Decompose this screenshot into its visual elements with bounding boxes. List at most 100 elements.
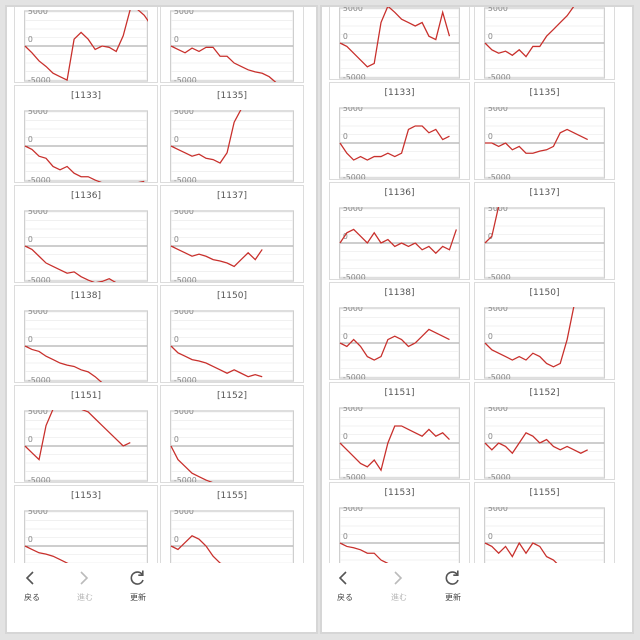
data-line [24,545,69,563]
back-button[interactable]: 戻る [330,569,360,603]
data-line [24,145,145,182]
y-tick-label: 5000 [488,7,508,13]
y-tick-label: -5000 [28,476,51,482]
chart-card[interactable]: [1137] 5000 0 -5000 [160,185,304,283]
chart-svg: 5000 0 -5000 [170,110,294,182]
y-tick-label: 5000 [174,10,194,16]
chart-card[interactable]: [1136] 5000 0 -5000 [329,182,470,280]
chart-card[interactable]: [1151] 5000 0 -5000 [329,382,470,480]
data-line [170,534,222,563]
y-tick-label: 0 [343,332,348,341]
chart-card[interactable]: 5000 0 -5000 [474,7,615,80]
back-button[interactable]: 戻る [17,569,47,603]
data-line [484,7,575,58]
chart-label: [1133] [71,91,101,101]
chart-label: [1152] [529,388,560,398]
back-button-label: 戻る [24,593,40,602]
y-tick-label: -5000 [488,73,511,79]
refresh-icon [438,569,468,587]
chart-card[interactable]: [1137] 5000 0 -5000 [474,182,615,280]
data-line [339,228,457,255]
chart-card[interactable]: [1133] 5000 0 -5000 [329,82,470,180]
y-tick-label: -5000 [174,476,197,482]
chart-grid[interactable]: 5000 0 -5000 5000 0 -5000 [1133] 5000 0 -5000 [113… [7,7,316,563]
refresh-button[interactable]: 更新 [123,569,153,603]
chart-card[interactable]: [1150] 5000 0 -5000 [474,282,615,380]
chart-label: [1135] [217,91,247,101]
y-tick-label: 5000 [343,507,363,513]
forward-button-label: 進む [77,593,93,602]
y-tick-label: 0 [174,435,179,444]
y-tick-label: 0 [174,535,179,544]
data-line [484,128,588,154]
chart-card[interactable]: 5000 0 -5000 [329,7,470,80]
data-line [484,541,558,563]
plot-frame [24,510,148,563]
chart-label: [1150] [529,288,560,298]
chart-card[interactable]: [1135] 5000 0 -5000 [474,82,615,180]
y-tick-label: 5000 [174,110,194,116]
y-tick-label: -5000 [343,273,366,279]
chart-label: [1151] [384,388,415,398]
chart-card[interactable]: [1133] 5000 0 -5000 [14,85,158,183]
y-tick-label: 0 [174,35,179,44]
data-line [484,307,575,368]
chart-card[interactable]: [1135] 5000 0 -5000 [160,85,304,183]
chart-card[interactable]: 5000 0 -5000 [14,7,158,83]
y-tick-label: 5000 [488,307,508,313]
data-line [170,245,263,268]
y-tick-label: 0 [28,35,33,44]
line-chart: 5000 0 -5000 [339,307,460,379]
y-tick-label: 0 [28,135,33,144]
y-tick-label: -5000 [343,173,366,179]
y-tick-label: 5000 [28,310,48,316]
y-tick-label: 0 [28,335,33,344]
y-tick-label: 0 [174,135,179,144]
data-line [170,45,277,82]
chart-card[interactable]: [1152] 5000 0 -5000 [160,385,304,483]
y-tick-label: 5000 [343,207,363,213]
chart-grid[interactable]: 5000 0 -5000 5000 0 -5000 [1133] 5000 0 -5000 [113… [322,7,632,563]
y-tick-label: -5000 [174,176,197,182]
chart-label: [1137] [529,188,560,198]
forward-icon [70,569,100,587]
forward-button: 進む [384,569,414,603]
refresh-button[interactable]: 更新 [438,569,468,603]
chart-label: [1155] [529,488,560,498]
chart-card[interactable]: [1136] 5000 0 -5000 [14,185,158,283]
chart-card[interactable]: [1150] 5000 0 -5000 [160,285,304,383]
y-tick-label: -5000 [343,373,366,379]
y-tick-label: 5000 [488,107,508,113]
y-tick-label: -5000 [488,273,511,279]
chart-label: [1153] [71,491,101,501]
data-line [170,345,263,378]
y-tick-label: -5000 [28,176,51,182]
chart-card[interactable]: 5000 0 -5000 [160,7,304,83]
chart-card[interactable]: [1152] 5000 0 -5000 [474,382,615,480]
data-line [484,207,500,244]
chart-card[interactable]: [1151] 5000 0 -5000 [14,385,158,483]
data-line [339,425,450,472]
chart-card[interactable]: [1138] 5000 0 -5000 [329,282,470,380]
chart-card[interactable]: [1138] 5000 0 -5000 [14,285,158,383]
y-tick-label: 0 [28,235,33,244]
y-tick-label: -5000 [343,473,366,479]
y-tick-label: 0 [28,535,33,544]
y-tick-label: 5000 [343,307,363,313]
